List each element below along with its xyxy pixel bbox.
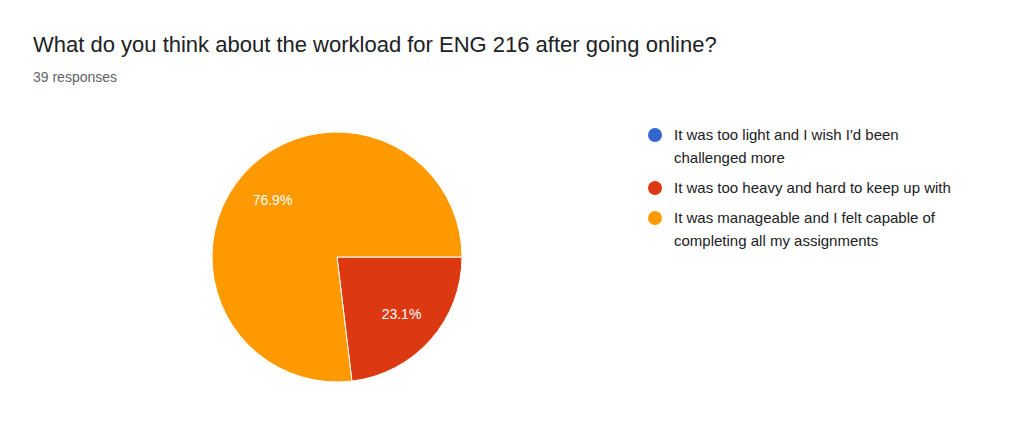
legend-swatch (648, 128, 662, 142)
legend-swatch (648, 181, 662, 195)
subtitle: 39 responses (33, 69, 117, 85)
pie (212, 132, 462, 382)
chart: What do you think about the workload for… (0, 0, 1024, 431)
data-label: 76.9% (253, 192, 293, 208)
legend-item: It was manageable and I felt capable ofc… (648, 209, 936, 249)
data-label: 23.1% (382, 306, 422, 322)
pie-slice (212, 132, 462, 382)
legend-item: It was too light and I wish I'd beenchal… (648, 126, 899, 166)
data-labels: 23.1% 76.9% (253, 192, 422, 322)
legend-swatch (648, 211, 662, 225)
legend-label: It was manageable and I felt capable ofc… (674, 209, 936, 249)
legend-item: It was too heavy and hard to keep up wit… (648, 179, 951, 196)
legend-label: It was too heavy and hard to keep up wit… (674, 179, 951, 196)
title: What do you think about the workload for… (33, 32, 717, 57)
legend: It was too light and I wish I'd beenchal… (648, 126, 951, 249)
background (0, 0, 1024, 431)
pie-slice (337, 257, 462, 381)
legend-label: It was too light and I wish I'd beenchal… (674, 126, 899, 166)
